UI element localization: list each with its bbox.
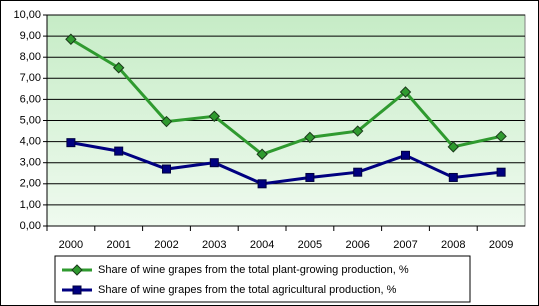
marker xyxy=(162,164,171,174)
marker xyxy=(496,167,506,177)
marker xyxy=(495,130,507,143)
y-tick-label: 6,00 xyxy=(20,93,41,105)
y-tick-label: 4,00 xyxy=(20,136,41,148)
x-tick-label: 2000 xyxy=(59,239,83,251)
series-line xyxy=(70,37,502,156)
marker xyxy=(448,172,458,182)
series-line xyxy=(70,141,502,186)
marker xyxy=(71,264,83,276)
x-tick-label: 2004 xyxy=(250,239,274,251)
legend-label: Share of wine grapes from the total agri… xyxy=(98,284,397,296)
marker xyxy=(401,150,410,160)
y-tick-label: 0,00 xyxy=(20,220,41,232)
x-tick-label: 2009 xyxy=(489,239,513,251)
marker xyxy=(447,141,460,153)
y-tick-label: 8,00 xyxy=(20,51,41,63)
y-tick-label: 5,00 xyxy=(20,114,41,126)
y-tick-label: 2,00 xyxy=(20,178,41,190)
marker xyxy=(351,125,364,137)
x-tick-label: 2007 xyxy=(393,239,417,251)
marker xyxy=(65,33,77,45)
marker xyxy=(208,110,221,122)
marker xyxy=(257,179,267,189)
marker xyxy=(66,138,76,148)
marker xyxy=(112,62,125,74)
marker xyxy=(256,148,268,160)
x-tick-label: 2006 xyxy=(345,239,369,251)
legend-label: Share of wine grapes from the total plan… xyxy=(98,264,409,276)
marker xyxy=(399,86,412,98)
x-tick-label: 2002 xyxy=(154,239,178,251)
x-tick-label: 2003 xyxy=(202,239,226,251)
marker xyxy=(72,285,82,295)
x-tick-label: 2008 xyxy=(441,239,465,251)
legend xyxy=(54,255,471,303)
marker xyxy=(114,146,124,156)
x-tick-label: 2001 xyxy=(106,239,130,251)
y-tick-label: 10,00 xyxy=(13,9,41,21)
marker xyxy=(353,167,363,177)
y-tick-label: 9,00 xyxy=(20,30,41,42)
marker xyxy=(160,115,173,128)
marker xyxy=(305,172,315,182)
x-tick-label: 2005 xyxy=(298,239,322,251)
y-tick-label: 7,00 xyxy=(20,72,41,84)
marker xyxy=(209,158,219,168)
marker xyxy=(304,131,316,144)
y-tick-label: 1,00 xyxy=(20,199,41,211)
y-tick-label: 3,00 xyxy=(20,157,41,169)
